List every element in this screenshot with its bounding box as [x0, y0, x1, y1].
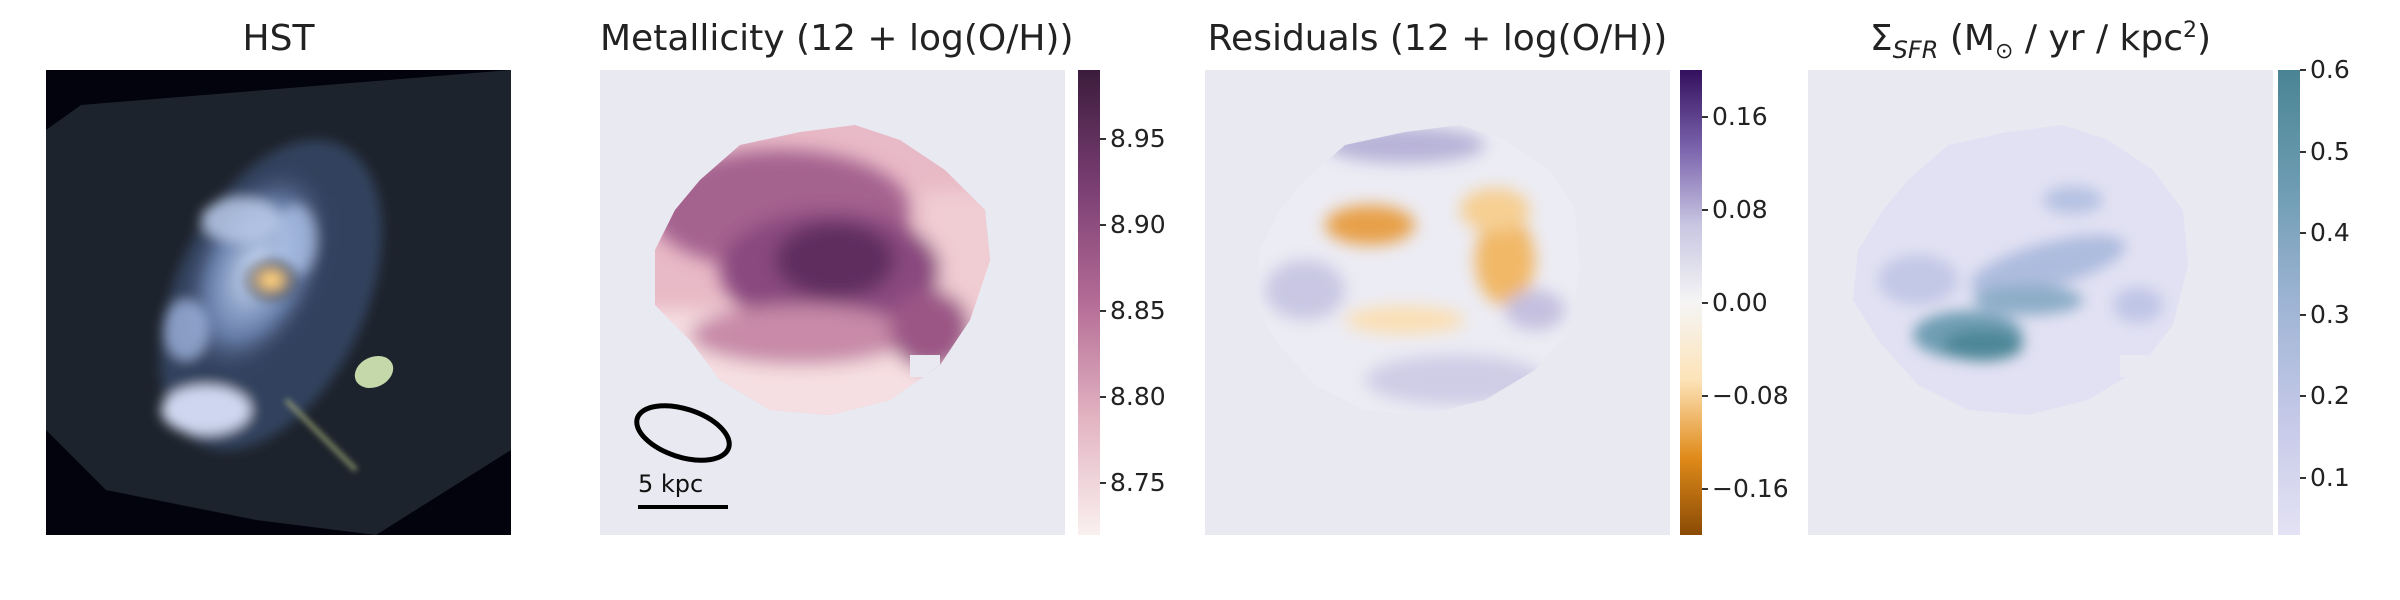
metallicity-colorbar-tick: [1100, 396, 1106, 399]
metallicity-map-panel: 5 kpc: [600, 70, 1065, 535]
metallicity-colorbar-tick-label: 8.80: [1110, 382, 1166, 412]
metallicity-map: [634, 125, 990, 509]
companion-object: [354, 355, 394, 389]
metallicity-panel-title: Metallicity (12 + log(O/H)): [600, 18, 1074, 59]
sfr-title-open: (M: [1938, 18, 1995, 59]
sfr-colorbar-tick-label: 0.4: [2310, 218, 2350, 248]
sfr-title-close: ): [2197, 18, 2212, 59]
residuals-map-panel: [1205, 70, 1670, 535]
metallicity-colorbar-tick: [1100, 137, 1106, 140]
sun-symbol: ⊙: [1994, 39, 2014, 65]
beam-ellipse: [634, 403, 732, 463]
metallicity-colorbar-tick: [1100, 310, 1106, 313]
sfr-colorbar-tick-label: 0.3: [2310, 299, 2350, 329]
residuals-colorbar-tick-label: 0.00: [1712, 287, 1768, 317]
metallicity-colorbar-tick: [1100, 224, 1106, 226]
residuals-colorbar-tick: [1702, 487, 1708, 490]
metallicity-colorbar-tick: [1100, 482, 1106, 485]
residuals-colorbar-tick: [1702, 115, 1708, 118]
residuals-colorbar-tick: [1702, 394, 1708, 397]
sfr-colorbar: [2278, 70, 2300, 535]
sfr-colorbar-tick: [2300, 476, 2306, 479]
residuals-colorbar-tick-label: −0.16: [1712, 473, 1789, 503]
sfr-panel-title: ΣSFR (M⊙ / yr / kpc2): [1808, 18, 2273, 64]
sfr-subscript: SFR: [1892, 36, 1939, 65]
sfr-colorbar-tick-label: 0.1: [2310, 462, 2350, 492]
metallicity-colorbar: [1078, 70, 1100, 535]
metallicity-colorbar-tick-label: 8.95: [1110, 123, 1166, 153]
residuals-colorbar-tick: [1702, 208, 1708, 211]
sfr-title-superscript: 2: [2183, 18, 2198, 43]
residuals-colorbar-tick: [1702, 301, 1708, 304]
hst-panel-title: HST: [242, 18, 315, 59]
metallicity-colorbar-tick-label: 8.90: [1110, 210, 1166, 239]
sfr-colorbar-tick: [2300, 150, 2306, 153]
residuals-colorbar: [1680, 70, 1702, 535]
residuals-colorbar-tick-label: 0.08: [1712, 194, 1768, 224]
sigma-symbol: Σ: [1869, 18, 1893, 59]
sfr-map-panel: [1808, 70, 2273, 535]
metallicity-colorbar-tick-label: 8.75: [1110, 468, 1166, 498]
sfr-colorbar-tick: [2300, 395, 2306, 398]
sfr-map: [1853, 125, 2188, 415]
sfr-title-units: / yr / kpc: [2013, 18, 2184, 59]
sfr-colorbar-tick-label: 0.2: [2310, 381, 2350, 411]
hst-galaxy-image: [46, 70, 511, 535]
sfr-colorbar-tick: [2300, 69, 2306, 71]
sfr-colorbar-tick-label: 0.5: [2310, 136, 2350, 166]
residuals-map: [1255, 125, 1580, 415]
scale-bar-label: 5 kpc: [638, 470, 704, 498]
residuals-colorbar-tick-label: 0.16: [1712, 101, 1768, 131]
metallicity-colorbar-tick-label: 8.85: [1110, 296, 1166, 326]
residuals-colorbar-tick-label: −0.08: [1712, 380, 1789, 410]
sfr-colorbar-tick: [2300, 232, 2306, 235]
sfr-colorbar-tick-label: 0.6: [2310, 55, 2350, 84]
residuals-panel-title: Residuals (12 + log(O/H)): [1207, 18, 1668, 59]
hst-image-panel: [46, 70, 511, 535]
sfr-colorbar-tick: [2300, 313, 2306, 316]
